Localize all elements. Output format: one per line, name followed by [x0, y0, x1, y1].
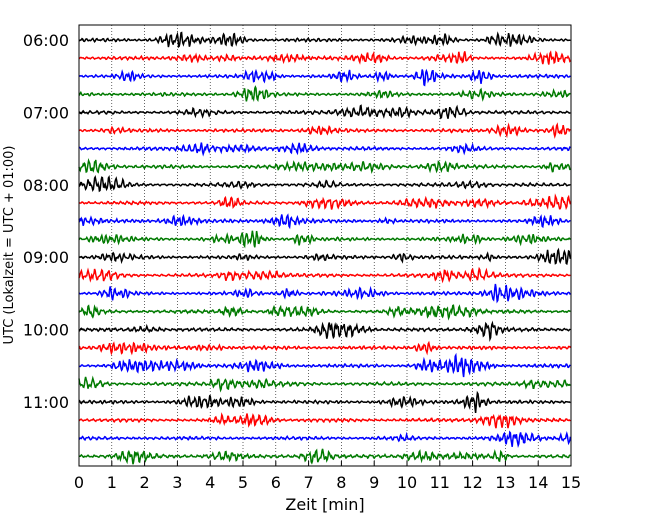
trace-row-19: [78, 352, 571, 378]
x-tick-label-15: 15: [561, 473, 581, 492]
trace-row-9: [78, 175, 571, 193]
trace-row-3: [78, 68, 571, 87]
trace-row-5: [78, 104, 571, 120]
x-tick-label-2: 2: [140, 473, 150, 492]
x-tick-label-12: 12: [462, 473, 482, 492]
plot-frame: [78, 24, 572, 467]
trace-row-2: [78, 50, 571, 65]
x-tick-label-5: 5: [238, 473, 248, 492]
seismogram-traces: [78, 31, 572, 465]
x-tick-label-11: 11: [430, 473, 450, 492]
trace-row-12: [78, 230, 572, 249]
y-axis-ticks: 06:00 07:00 08:00 09:00 10:00 11:00: [23, 31, 84, 412]
x-axis-ticks: 0 1 2 3 4 5 6 7 8 9 10 11 12 13 14 15: [74, 461, 581, 492]
trace-row-4: [78, 85, 571, 103]
trace-row-16: [78, 304, 571, 321]
y-tick-label-0900: 09:00: [23, 248, 69, 267]
trace-row-22: [78, 412, 571, 429]
x-tick-label-10: 10: [397, 473, 417, 492]
y-tick-label-1100: 11:00: [23, 393, 69, 412]
trace-row-8: [78, 157, 571, 174]
trace-row-23: [78, 430, 572, 448]
x-axis-label: Zeit [min]: [285, 495, 364, 514]
trace-row-7: [78, 142, 571, 157]
y-tick-label-1000: 10:00: [23, 321, 69, 340]
trace-row-13: [78, 247, 572, 266]
x-tick-label-6: 6: [271, 473, 281, 492]
trace-row-10: [78, 193, 572, 211]
x-tick-label-14: 14: [528, 473, 548, 492]
x-tick-label-13: 13: [495, 473, 515, 492]
trace-row-17: [78, 320, 571, 342]
trace-row-18: [78, 340, 572, 356]
y-axis-label: UTC (Lokalzeit = UTC + 01:00): [2, 146, 17, 345]
x-tick-label-8: 8: [336, 473, 346, 492]
trace-row-24: [78, 448, 571, 465]
trace-row-11: [78, 213, 571, 230]
x-tick-label-1: 1: [107, 473, 117, 492]
x-tick-label-7: 7: [304, 473, 314, 492]
x-tick-label-3: 3: [172, 473, 182, 492]
y-tick-label-0700: 07:00: [23, 103, 69, 122]
trace-row-1: [78, 31, 571, 49]
trace-row-14: [78, 266, 571, 284]
trace-row-20: [78, 375, 571, 393]
y-tick-label-0800: 08:00: [23, 176, 69, 195]
trace-row-21: [78, 390, 571, 414]
trace-row-15: [78, 283, 571, 304]
y-tick-label-0600: 06:00: [23, 31, 69, 50]
trace-row-6: [78, 122, 571, 139]
x-tick-label-4: 4: [205, 473, 215, 492]
x-tick-label-0: 0: [74, 473, 84, 492]
x-tick-label-9: 9: [369, 473, 379, 492]
